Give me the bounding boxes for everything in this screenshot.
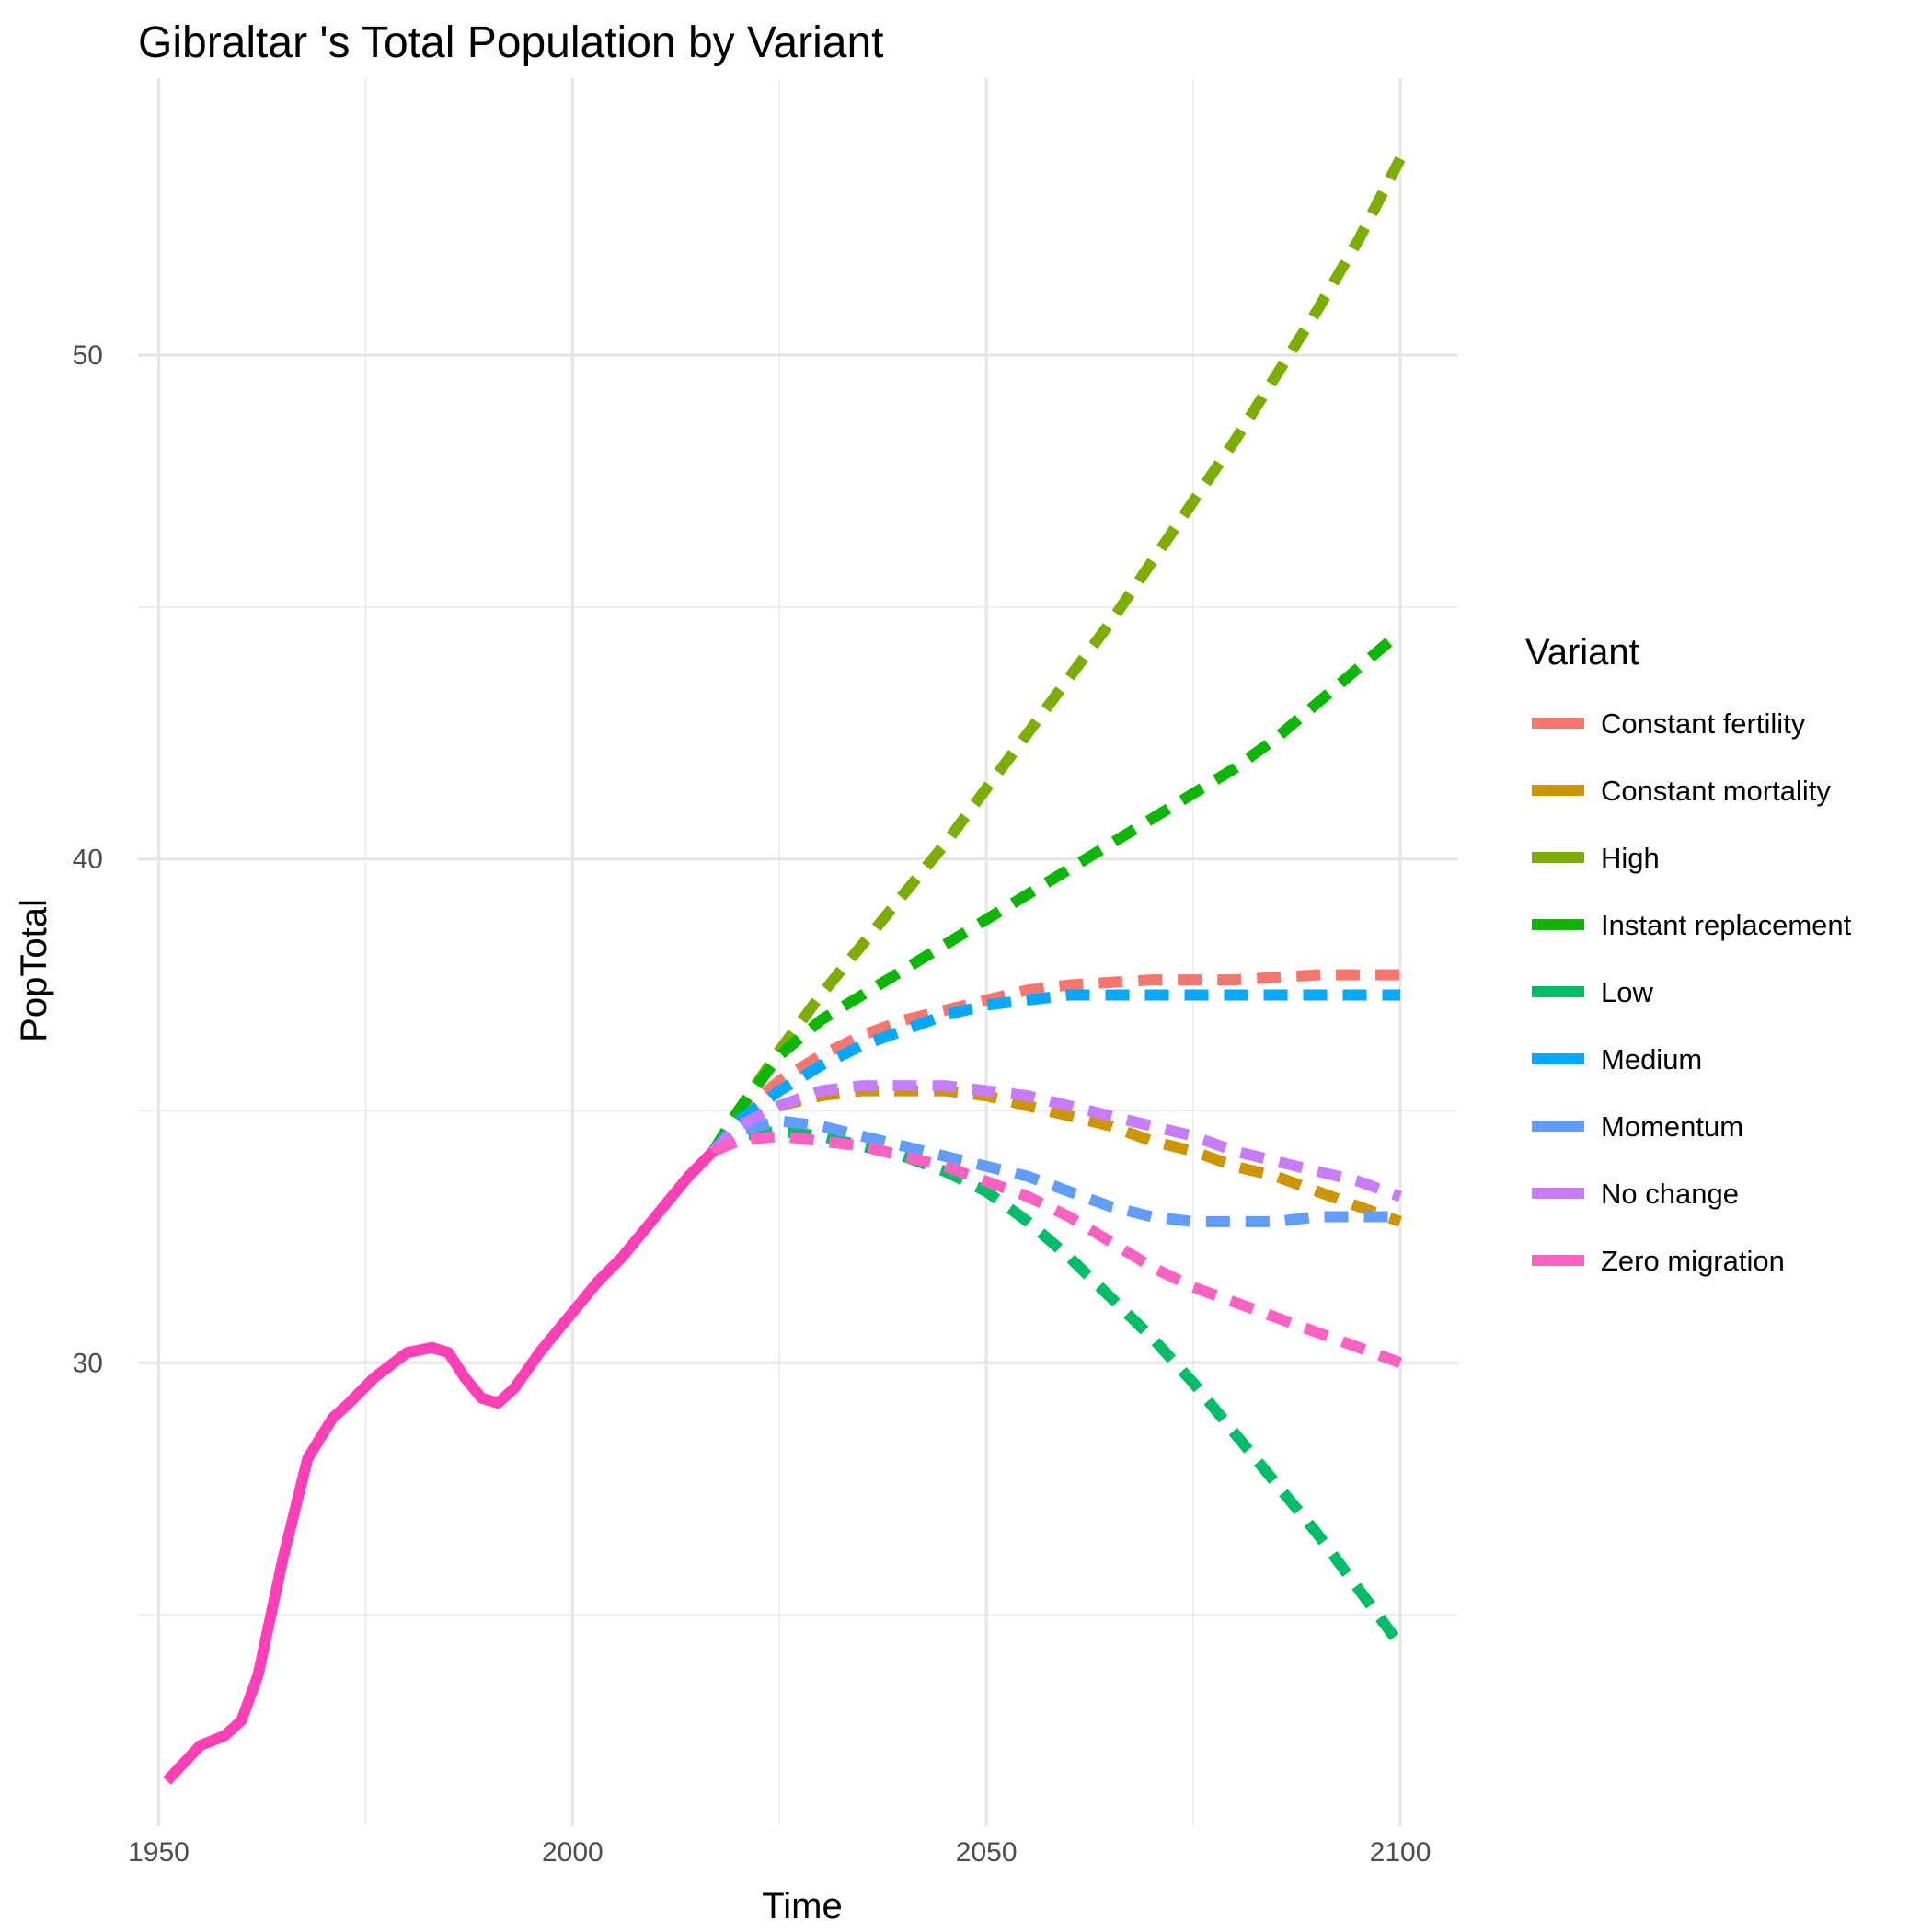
series-line-no-change [709, 1080, 1403, 1202]
series-line-zero-migration [711, 1130, 1403, 1368]
x-tick-label: 2050 [956, 1837, 1018, 1868]
historical-line [163, 1147, 718, 1785]
legend-label-zero-migration: Zero migration [1601, 1245, 1785, 1277]
grid [138, 78, 1458, 1826]
series-line-medium [708, 989, 1400, 1156]
y-axis-title: PopTotal [14, 899, 54, 1042]
legend-label-constant-mortality: Constant mortality [1601, 775, 1831, 807]
x-tick-label: 1950 [128, 1837, 190, 1868]
chart-title: Gibraltar 's Total Population by Variant [138, 18, 884, 67]
legend-label-high: High [1601, 842, 1660, 874]
legend-label-medium: Medium [1601, 1043, 1702, 1075]
axes: 1950 2000 2050 2100 30 40 50 [73, 340, 1432, 1868]
legend-label-momentum: Momentum [1601, 1110, 1743, 1143]
legend-label-instant-replacement: Instant replacement [1601, 909, 1852, 941]
legend-label-low: Low [1601, 976, 1653, 1008]
y-tick-label: 30 [73, 1348, 103, 1378]
series-line-constant-mortality [709, 1085, 1403, 1227]
y-tick-label: 50 [73, 340, 103, 371]
legend: Variant Constant fertility Constant morta… [1525, 632, 1852, 1277]
y-tick-label: 40 [73, 845, 103, 875]
legend-label-no-change: No change [1601, 1178, 1739, 1210]
legend-label-constant-fertility: Constant fertility [1601, 707, 1806, 740]
series-line-instant-replacement [708, 627, 1404, 1155]
x-axis-title: Time [762, 1886, 842, 1926]
x-tick-label: 2000 [542, 1837, 604, 1868]
series-line-high [708, 155, 1406, 1155]
series-lines [163, 155, 1406, 1785]
legend-title: Variant [1525, 632, 1639, 673]
series-line-low [710, 1125, 1405, 1649]
x-tick-label: 2100 [1370, 1837, 1432, 1868]
